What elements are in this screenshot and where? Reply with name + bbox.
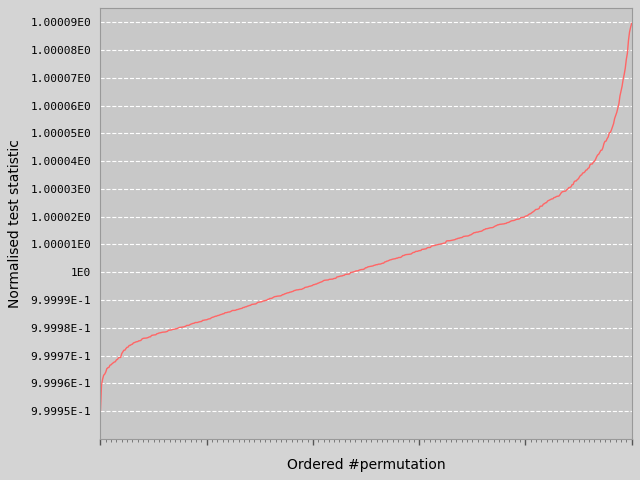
X-axis label: Ordered #permutation: Ordered #permutation: [287, 457, 445, 472]
Y-axis label: Normalised test statistic: Normalised test statistic: [8, 139, 22, 308]
